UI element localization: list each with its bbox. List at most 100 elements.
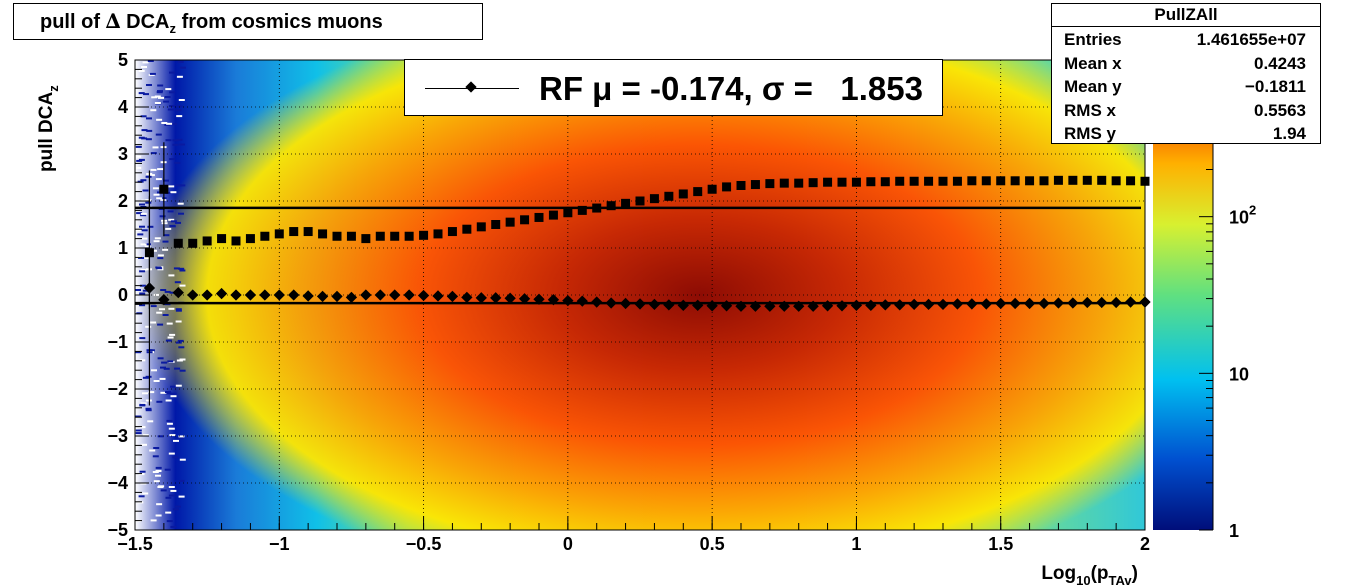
heatmap-cell (153, 146, 159, 148)
stats-title: PullZAll (1052, 4, 1320, 27)
x-tick-label: −1 (269, 534, 290, 554)
heatmap-cell (158, 97, 164, 99)
heatmap-cell (168, 274, 174, 276)
heatmap-cell (165, 88, 171, 90)
heatmap-cell (154, 480, 160, 482)
heatmap-cell (166, 123, 172, 125)
heatmap-cell (153, 455, 159, 457)
heatmap-cell (141, 66, 147, 68)
heatmap-cell (165, 469, 171, 471)
heatmap-cell (166, 400, 172, 402)
rms-point (304, 227, 313, 236)
heatmap-cell (167, 360, 173, 362)
stats-row: Entries 1.461655e+07 (1052, 27, 1320, 51)
y-tick-label: 3 (118, 144, 128, 164)
heatmap-cell (169, 91, 175, 93)
heatmap-cell (169, 225, 175, 227)
heatmap-cell (146, 84, 152, 86)
heatmap-cell (136, 160, 142, 162)
heatmap-cell (169, 72, 175, 74)
rms-point (895, 177, 904, 186)
rms-point (708, 185, 717, 194)
heatmap-cell (150, 109, 156, 111)
heatmap-cell (157, 85, 163, 87)
stats-key: Mean y (1064, 77, 1122, 97)
stats-box: PullZAll Entries 1.461655e+07 Mean x 0.424… (1051, 3, 1321, 144)
heatmap-cell (179, 99, 185, 101)
heatmap-cell (172, 456, 178, 458)
heatmap-cell (154, 380, 160, 382)
rms-point (1112, 176, 1121, 185)
heatmap-cell (142, 493, 148, 495)
rms-point (737, 181, 746, 190)
heatmap-cell (163, 101, 169, 103)
legend-text: RF μ = -0.174, σ = 1.853 (539, 70, 923, 108)
heatmap-cell (143, 190, 149, 192)
heatmap-cell (180, 285, 186, 287)
heatmap-cell (163, 241, 169, 243)
heatmap-cell (139, 270, 145, 272)
rms-point (347, 232, 356, 241)
heatmap-cell (142, 392, 148, 394)
heatmap-cell (151, 369, 157, 371)
heatmap-cell (176, 109, 182, 111)
heatmap-cell (168, 185, 174, 187)
rms-point (361, 234, 370, 243)
rms-point (491, 220, 500, 229)
heatmap-cell (146, 400, 152, 402)
rms-point (549, 211, 558, 220)
heatmap-cell (178, 340, 184, 342)
rms-point (1025, 176, 1034, 185)
y-tick-label: 0 (118, 285, 128, 305)
stats-row: Mean y −0.1811 (1052, 74, 1320, 98)
heatmap-cell (154, 240, 160, 242)
heatmap-cell (177, 76, 183, 78)
heatmap-cell (170, 526, 176, 528)
heatmap-cell (179, 480, 185, 482)
heatmap-cell (168, 109, 174, 111)
heatmap-cell (135, 289, 141, 291)
z-tick-label: 102 (1229, 203, 1256, 228)
rms-point (679, 189, 688, 198)
rms-point (462, 225, 471, 234)
title-suffix: from cosmics muons (182, 11, 383, 33)
heatmap-cell (136, 430, 142, 432)
rms-point (823, 178, 832, 187)
stats-value: 0.4243 (1254, 54, 1306, 74)
plot-title-box: pull of ∆ DCAz from cosmics muons (13, 3, 483, 40)
heatmap-cell (139, 226, 145, 228)
heatmap-cell (180, 370, 186, 372)
rms-point (664, 192, 673, 201)
heatmap-cell (168, 210, 174, 212)
rms-point (1068, 176, 1077, 185)
y-axis-label: pull DCAz (36, 85, 61, 172)
heatmap-cell (158, 435, 164, 437)
heatmap-cell (164, 368, 170, 370)
heatmap-cell (153, 471, 159, 473)
rms-point (866, 177, 875, 186)
rms-point (838, 178, 847, 187)
heatmap-cell (176, 385, 182, 387)
heatmap-cell (171, 395, 177, 397)
heatmap-cell (151, 519, 157, 521)
rms-point (751, 180, 760, 189)
heatmap-cell (167, 423, 173, 425)
rms-point (563, 208, 572, 217)
heatmap-cell (176, 321, 182, 323)
heatmap-cell (173, 508, 179, 510)
heatmap-cell (156, 515, 162, 517)
rms-point (967, 176, 976, 185)
heatmap-cell (170, 490, 176, 492)
heatmap-cell (151, 305, 157, 307)
heatmap-cell (157, 257, 163, 259)
rms-point (910, 177, 919, 186)
heatmap-cell (136, 146, 142, 148)
heatmap-cell (143, 377, 149, 379)
heatmap-cell (171, 220, 177, 222)
heatmap-cell (176, 310, 182, 312)
stats-value: 1.461655e+07 (1197, 30, 1306, 50)
heatmap-cell (153, 447, 159, 449)
rms-point (174, 239, 183, 248)
heatmap-cell (170, 386, 176, 388)
y-tick-label: 5 (118, 50, 128, 70)
